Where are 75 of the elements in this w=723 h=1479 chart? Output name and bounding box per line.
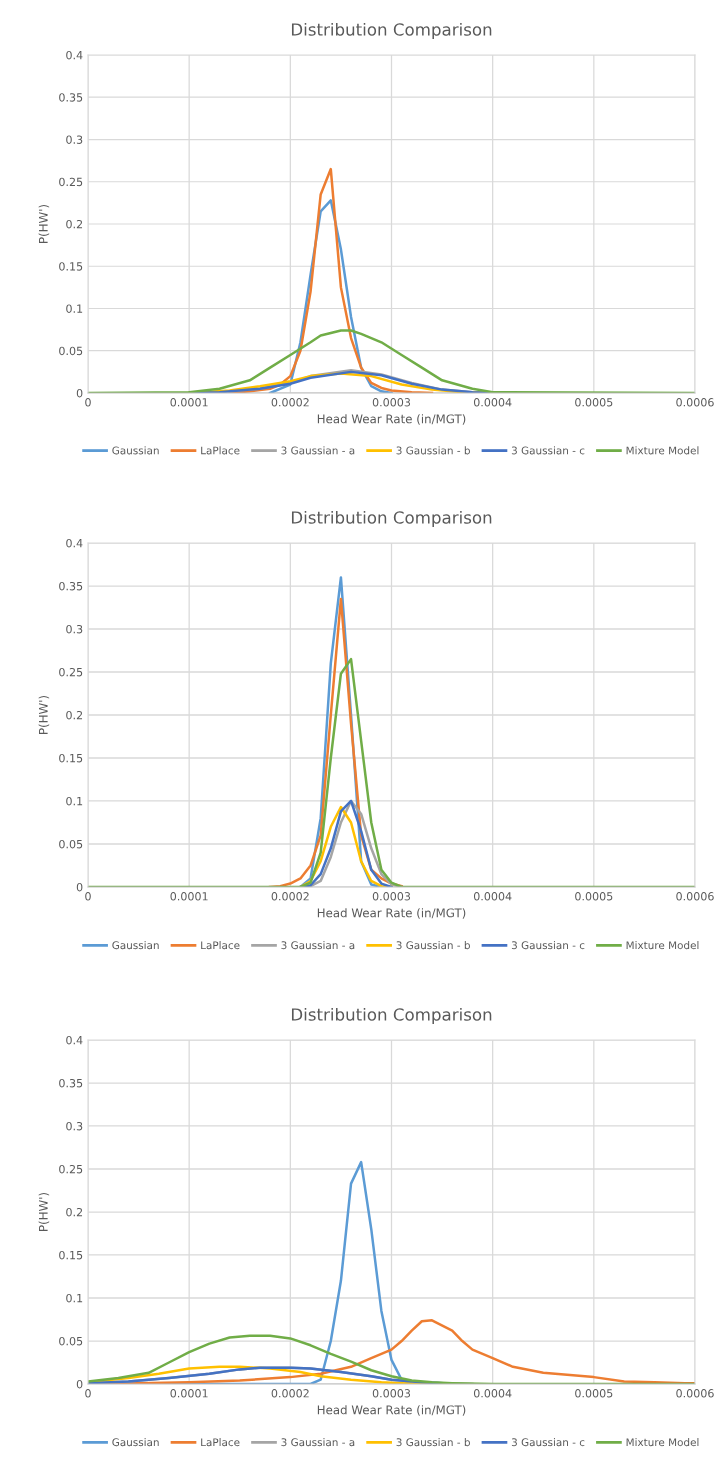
x-tick-label: 0.0002 bbox=[271, 1389, 309, 1398]
y-tick-label: 0.2 bbox=[66, 710, 83, 720]
y-tick-label: 0.15 bbox=[59, 262, 83, 271]
x-tick-label: 0 bbox=[85, 398, 91, 407]
legend-label: Gaussian bbox=[112, 1438, 159, 1447]
x-tick-label: 0.0004 bbox=[473, 892, 512, 901]
y-tick-label: 0.05 bbox=[59, 1336, 83, 1346]
x-tick-label: 0.0005 bbox=[575, 892, 613, 901]
legend-label: 3 Gaussian - b bbox=[396, 1438, 470, 1447]
x-axis-title: Head Wear Rate (in/MGT) bbox=[317, 414, 466, 425]
legend-label: Mixture Model bbox=[626, 1438, 699, 1447]
legend-label: LaPlace bbox=[201, 446, 240, 455]
x-tick-label: 0.0001 bbox=[170, 1389, 208, 1398]
y-tick-label: 0.3 bbox=[66, 1121, 83, 1131]
chart-title: Distribution Comparison bbox=[291, 22, 492, 40]
legend-label: LaPlace bbox=[201, 1438, 240, 1447]
legend-label: 3 Gaussian - c bbox=[511, 446, 585, 455]
x-tick-label: 0.0003 bbox=[372, 892, 411, 901]
chart-title: Distribution Comparison bbox=[291, 510, 492, 528]
y-axis-title: P(HW') bbox=[38, 1192, 50, 1231]
y-tick-label: 0.1 bbox=[66, 796, 83, 806]
y-tick-label: 0.15 bbox=[59, 1250, 83, 1260]
x-tick-label: 0.0006 bbox=[676, 398, 714, 407]
y-tick-label: 0.25 bbox=[59, 177, 83, 187]
legend-label: 3 Gaussian - c bbox=[511, 1438, 585, 1447]
legend-label: LaPlace bbox=[201, 941, 240, 950]
x-tick-label: 0.0001 bbox=[170, 398, 208, 407]
legend-label: Gaussian bbox=[112, 941, 159, 950]
y-tick-label: 0.1 bbox=[66, 304, 83, 313]
x-tick-label: 0 bbox=[85, 892, 91, 901]
x-axis-title: Head Wear Rate (in/MGT) bbox=[317, 908, 466, 919]
legend-label: 3 Gaussian - b bbox=[396, 446, 470, 455]
x-axis-title: Head Wear Rate (in/MGT) bbox=[317, 1405, 466, 1416]
x-tick-label: 0.0005 bbox=[575, 398, 613, 407]
x-tick-label: 0.0006 bbox=[676, 1389, 714, 1398]
y-tick-label: 0.35 bbox=[59, 581, 83, 591]
x-tick-label: 0.0003 bbox=[372, 1389, 411, 1398]
y-tick-label: 0.05 bbox=[59, 346, 83, 356]
y-tick-label: 0.3 bbox=[66, 624, 83, 634]
y-tick-label: 0.05 bbox=[59, 839, 83, 849]
legend-label: 3 Gaussian - a bbox=[281, 1438, 355, 1447]
x-tick-label: 0.0004 bbox=[473, 398, 512, 407]
y-tick-label: 0.4 bbox=[66, 538, 83, 548]
y-axis-title: P(HW') bbox=[38, 204, 50, 243]
chart-title: Distribution Comparison bbox=[291, 1007, 492, 1025]
y-tick-label: 0.3 bbox=[66, 135, 83, 144]
x-tick-label: 0.0003 bbox=[372, 398, 411, 407]
x-tick-label: 0.0004 bbox=[473, 1389, 512, 1398]
legend-label: 3 Gaussian - a bbox=[281, 941, 355, 950]
y-tick-label: 0 bbox=[76, 388, 83, 398]
legend-label: 3 Gaussian - c bbox=[511, 941, 585, 950]
x-tick-label: 0.0006 bbox=[676, 892, 714, 901]
legend-label: 3 Gaussian - a bbox=[281, 446, 355, 455]
x-tick-label: 0.0002 bbox=[271, 892, 309, 901]
y-tick-label: 0.1 bbox=[66, 1293, 83, 1303]
y-tick-label: 0 bbox=[76, 882, 83, 892]
y-tick-label: 0.15 bbox=[59, 753, 83, 763]
y-tick-label: 0.2 bbox=[66, 219, 83, 229]
y-axis-title: P(HW') bbox=[38, 695, 50, 734]
y-tick-label: 0.2 bbox=[66, 1207, 83, 1217]
y-tick-label: 0.35 bbox=[59, 93, 83, 102]
y-tick-label: 0.4 bbox=[66, 50, 83, 60]
x-tick-label: 0.0001 bbox=[170, 892, 208, 901]
y-tick-label: 0.4 bbox=[66, 1035, 83, 1045]
y-tick-label: 0.35 bbox=[59, 1078, 83, 1088]
legend-label: 3 Gaussian - b bbox=[396, 941, 470, 950]
y-tick-label: 0.25 bbox=[59, 1164, 83, 1174]
y-tick-label: 0 bbox=[76, 1379, 83, 1389]
legend-label: Mixture Model bbox=[626, 446, 699, 455]
legend-label: Mixture Model bbox=[626, 941, 699, 950]
y-tick-label: 0.25 bbox=[59, 667, 83, 677]
x-tick-label: 0 bbox=[85, 1389, 91, 1398]
x-tick-label: 0.0005 bbox=[575, 1389, 613, 1398]
legend-label: Gaussian bbox=[112, 446, 159, 455]
x-tick-label: 0.0002 bbox=[271, 398, 309, 407]
